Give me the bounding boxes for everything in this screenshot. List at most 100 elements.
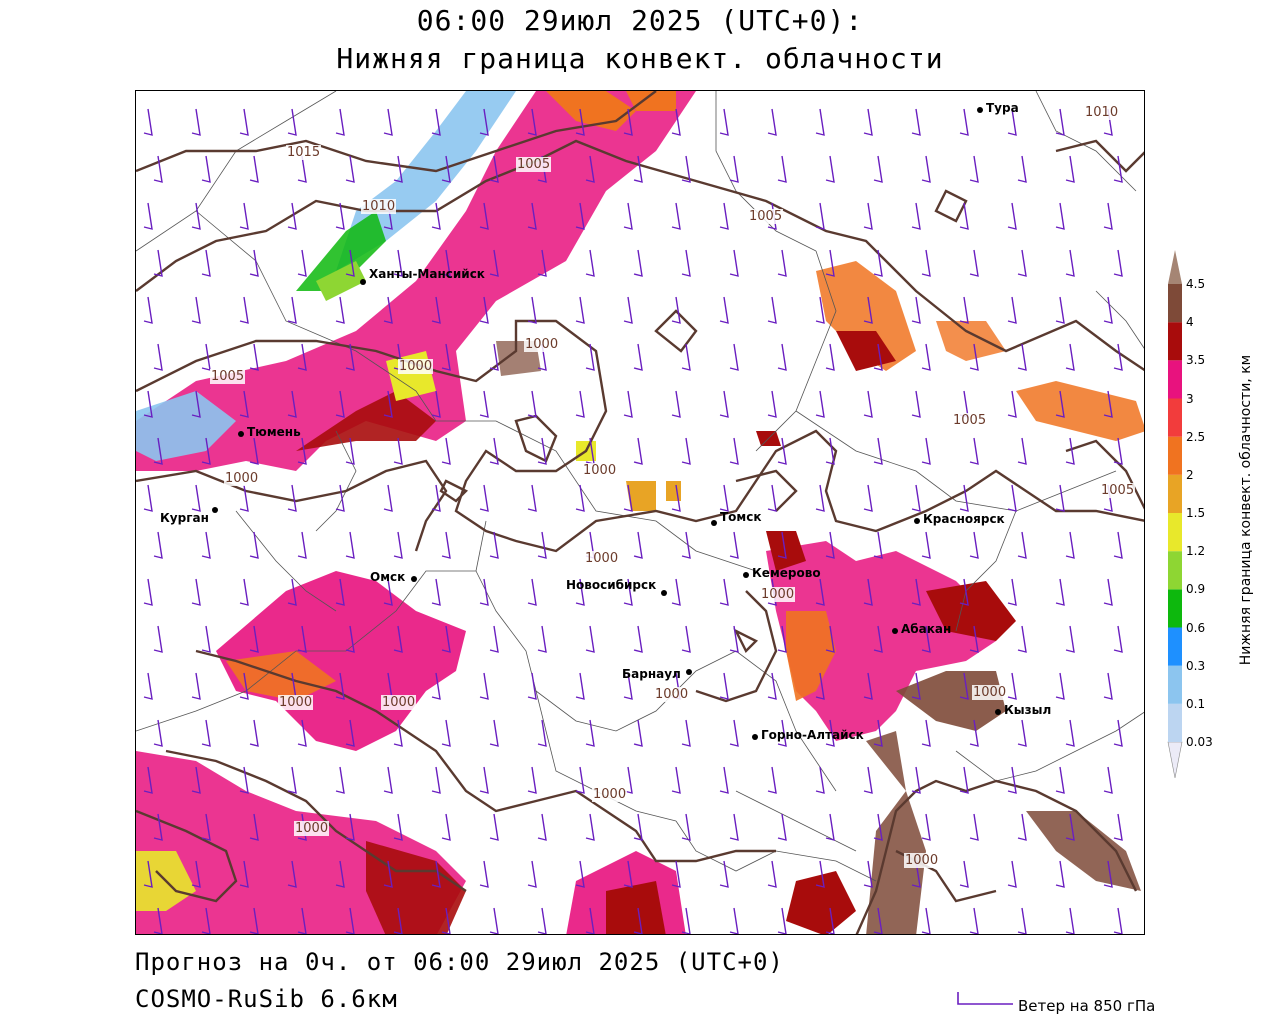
wind-barb	[1017, 625, 1027, 653]
city-marker	[711, 520, 717, 526]
wind-barb	[201, 625, 211, 653]
wind-barb	[489, 343, 499, 371]
city-marker	[360, 279, 366, 285]
wind-barb	[959, 296, 969, 324]
wind-barb	[921, 531, 931, 559]
wind-barb	[815, 766, 825, 794]
isobar-label: 1000	[592, 787, 628, 802]
wind-barb	[873, 719, 883, 747]
wind-barb	[863, 860, 873, 888]
wind-barb	[345, 155, 355, 183]
wind-barb	[537, 719, 547, 747]
wind-barb	[633, 719, 643, 747]
forecast-time-title: 06:00 29июл 2025 (UTC+0):	[416, 4, 864, 37]
wind-barb	[383, 108, 393, 136]
wind-barb	[825, 625, 835, 653]
wind-barb	[911, 296, 921, 324]
wind-barb	[777, 155, 787, 183]
isobar-label: 1000	[904, 853, 940, 868]
wind-barb	[873, 249, 883, 277]
wind-barb	[249, 813, 259, 841]
wind-barb	[201, 907, 211, 934]
wind-barb	[873, 625, 883, 653]
wind-barb	[1007, 860, 1017, 888]
wind-barb	[1065, 155, 1075, 183]
wind-barb	[719, 860, 729, 888]
wind-barb	[681, 719, 691, 747]
wind-barb	[1007, 578, 1017, 606]
isobar-label: 1000	[972, 685, 1008, 700]
wind-barb	[777, 719, 787, 747]
wind-barb	[239, 672, 249, 700]
wind-barb	[383, 390, 393, 418]
wind-barb	[1065, 625, 1075, 653]
wind-barb	[201, 437, 211, 465]
wind-barb	[719, 766, 729, 794]
wind-barb	[1017, 155, 1027, 183]
legend-tick-label: 0.3	[1186, 658, 1206, 673]
wind-barb	[537, 625, 547, 653]
wind-barb	[729, 155, 739, 183]
wind-barb	[911, 484, 921, 512]
wind-barb	[719, 296, 729, 324]
wind-barb	[297, 249, 307, 277]
legend-band	[1168, 322, 1182, 361]
wind-barb	[911, 672, 921, 700]
wind-barb	[767, 766, 777, 794]
wind-barb	[873, 437, 883, 465]
wind-barb	[585, 155, 595, 183]
wind-barb	[575, 578, 585, 606]
wind-barb	[815, 578, 825, 606]
wind-barb	[729, 343, 739, 371]
wind-barb	[441, 719, 451, 747]
wind-barb	[297, 437, 307, 465]
city-marker	[661, 590, 667, 596]
wind-barb	[1065, 437, 1075, 465]
wind-barb	[153, 249, 163, 277]
isobar-label: 1000	[398, 359, 434, 374]
isobar-label: 1005	[210, 369, 246, 384]
wind-barb	[921, 625, 931, 653]
wind-barb	[1113, 813, 1123, 841]
wind-barb	[383, 484, 393, 512]
wind-barb	[623, 860, 633, 888]
wind-barb	[431, 766, 441, 794]
wind-barb	[681, 625, 691, 653]
wind-barb	[383, 296, 393, 324]
wind-barb	[297, 625, 307, 653]
wind-barb	[527, 766, 537, 794]
parameter-title: Нижняя граница конвект. облачности	[336, 42, 944, 75]
wind-barb	[201, 813, 211, 841]
wind-barb	[537, 437, 547, 465]
wind-barb	[239, 860, 249, 888]
legend-tick-label: 3	[1186, 391, 1194, 406]
wind-barb	[527, 860, 537, 888]
wind-barb	[815, 108, 825, 136]
wind-barb	[969, 907, 979, 934]
wind-barb	[431, 484, 441, 512]
city-marker	[212, 507, 218, 513]
wind-barb	[489, 625, 499, 653]
wind-barb	[393, 625, 403, 653]
wind-barb	[825, 907, 835, 934]
wind-barb	[537, 813, 547, 841]
wind-barb	[1007, 484, 1017, 512]
wind-barb	[633, 813, 643, 841]
wind-barb	[815, 860, 825, 888]
wind-barb	[345, 907, 355, 934]
wind-barb	[729, 907, 739, 934]
wind-barb	[575, 672, 585, 700]
wind-barb	[729, 719, 739, 747]
wind-barb	[249, 437, 259, 465]
wind-barb	[1103, 296, 1113, 324]
wind-barb	[729, 249, 739, 277]
wind-barb	[777, 437, 787, 465]
wind-barb	[1113, 907, 1123, 934]
wind-barb	[921, 907, 931, 934]
wind-barb	[441, 437, 451, 465]
wind-barb	[335, 766, 345, 794]
wind-barb	[1113, 155, 1123, 183]
legend-tick-label: 1.2	[1186, 544, 1206, 559]
wind-barb	[863, 202, 873, 230]
legend-tick-label: 2	[1186, 467, 1194, 482]
